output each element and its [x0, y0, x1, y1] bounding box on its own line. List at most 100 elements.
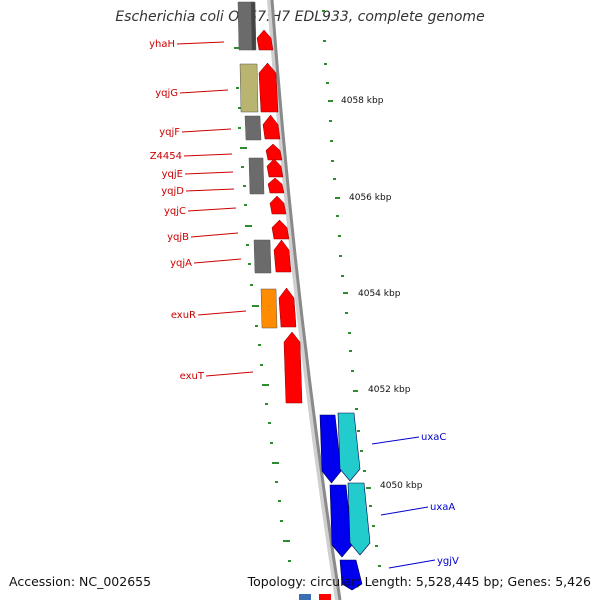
gene-arrow-Z4454 [265, 143, 283, 161]
scale-tick [324, 63, 327, 65]
leader-line-uxac [371, 436, 420, 445]
gene-block-yqjG [239, 63, 259, 113]
gene-label-yqjb[interactable]: yqjB [167, 232, 189, 243]
gene-label-exut[interactable]: exuT [180, 371, 205, 382]
scale-tick [357, 430, 360, 432]
scale-tick [375, 545, 378, 547]
gene-label-yqjg[interactable]: yqjG [155, 88, 178, 99]
gene-label-exur[interactable]: exuR [171, 310, 196, 321]
scale-label: 4050 kbp [380, 481, 423, 491]
leader-line-exut [205, 371, 254, 377]
gene-block-yhaH [237, 1, 254, 51]
inner-tick [260, 364, 263, 366]
gene-arrow-uxaA [329, 484, 353, 558]
scale-tick [351, 370, 354, 372]
inner-tick [283, 540, 290, 542]
scale-tick [372, 525, 375, 527]
accession-label: Accession: NC_002655 [9, 574, 152, 589]
gene-arrow-yhaH [256, 29, 274, 51]
gene-label-z4454[interactable]: Z4454 [150, 151, 182, 162]
inner-tick [236, 87, 239, 89]
inner-tick [248, 263, 251, 265]
scale-tick [349, 350, 352, 352]
scale-tick [353, 390, 358, 392]
gene-block-yhaH-edge [250, 1, 257, 51]
gene-label-yhah[interactable]: yhaH [149, 39, 175, 50]
inner-tick [255, 325, 258, 327]
gene-arrow-yqjF [262, 114, 281, 140]
gene-label-uxac[interactable]: uxaC [421, 432, 446, 443]
gene-arrow-exuT [283, 331, 303, 404]
inner-tick [244, 204, 247, 206]
inner-tick [240, 147, 247, 149]
scale-tick [333, 178, 336, 180]
gene-block-partial [299, 594, 311, 600]
inner-tick [275, 481, 278, 483]
gene-block-yqjF [244, 115, 262, 141]
inner-tick [270, 442, 273, 444]
gene-arrow-partial [319, 594, 331, 600]
scale-tick [363, 470, 366, 472]
leader-line-yqjg [179, 89, 229, 94]
inner-tick [238, 107, 241, 109]
inner-tick [241, 166, 244, 168]
gene-label-yqjc[interactable]: yqjC [164, 206, 186, 217]
scale-tick [330, 140, 333, 142]
inner-tick [258, 344, 261, 346]
gene-block-yqjA [253, 239, 272, 274]
scale-tick [328, 100, 333, 102]
leader-line-yqjc [187, 207, 237, 212]
feature-track [237, 1, 371, 600]
gene-arrow-uxaA-paired [347, 482, 371, 556]
scale-tick [339, 255, 342, 257]
gene-arrow-yqjE [266, 158, 284, 178]
leader-line-exur [197, 310, 247, 316]
scale-tick [348, 332, 351, 334]
inner-tick [278, 500, 281, 502]
scale-tick [366, 487, 371, 489]
inner-tick [262, 384, 269, 386]
scale-tick [323, 40, 326, 42]
gene-arrow-yqjA [273, 239, 292, 273]
gene-arrow-uxaC-paired [337, 412, 361, 482]
inner-tick [272, 462, 279, 464]
scale-label: 4052 kbp [368, 385, 411, 395]
scale-tick [322, 10, 325, 12]
scale-tick [336, 215, 339, 217]
scale-tick [329, 120, 332, 122]
scale-tick [331, 160, 334, 162]
gene-block-yqjE [248, 157, 265, 195]
scale-tick [341, 275, 344, 277]
gene-arrow-ygjV [339, 559, 363, 591]
outer-tick-track [322, 10, 381, 567]
gene-labels: yhaH yqjG yqjF Z4454 yqjE yqjD yqjC yqjB yqjA exu… [149, 39, 459, 569]
gene-arrow-yqjG [258, 62, 279, 113]
inner-tick-track [234, 47, 291, 562]
gene-arrow-yqjB [271, 219, 290, 240]
gene-arrow-exuR [278, 287, 297, 328]
inner-tick [234, 47, 241, 49]
gene-label-uxaa[interactable]: uxaA [430, 502, 455, 513]
scale-tick [360, 450, 363, 452]
scale-tick [355, 408, 358, 410]
scale-tick [369, 505, 372, 507]
gene-label-yqje[interactable]: yqjE [162, 169, 183, 180]
leader-line-yhah [176, 41, 225, 45]
gene-arrow-yqjD [267, 177, 285, 194]
scale-tick [338, 235, 341, 237]
scale-label: 4056 kbp [349, 193, 392, 203]
topology-label: Topology: circular; Length: 5,528,445 bp… [247, 574, 591, 589]
gene-label-ygjv[interactable]: ygjV [437, 556, 459, 567]
scale-label: 4058 kbp [341, 96, 384, 106]
genome-backbone-line [270, 0, 342, 600]
map-title: Escherichia coli O157:H7 EDL933, complet… [115, 9, 485, 25]
gene-label-yqjf[interactable]: yqjF [159, 127, 180, 138]
gene-label-yqja[interactable]: yqjA [170, 258, 192, 269]
leader-line-yqjb [190, 232, 239, 238]
inner-tick [245, 225, 252, 227]
scale-tick [343, 292, 348, 294]
leader-line-yqjf [181, 128, 232, 133]
gene-label-yqjd[interactable]: yqjD [161, 186, 184, 197]
